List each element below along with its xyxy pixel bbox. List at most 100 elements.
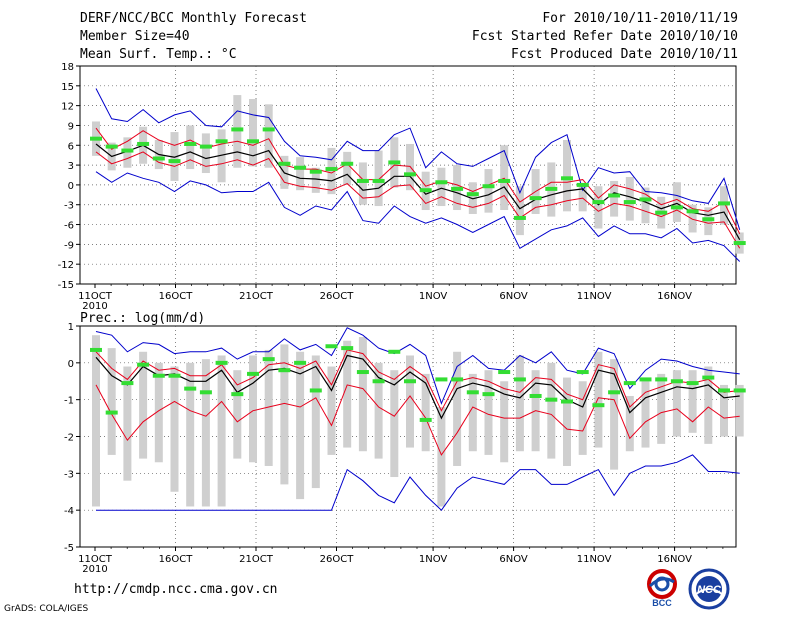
precipitation-y-tick-label: -1 <box>64 396 74 407</box>
precipitation-ensemble-max-line <box>95 327 740 405</box>
precipitation-observed-marker <box>215 360 228 365</box>
precipitation-ensemble-bar <box>704 366 713 444</box>
temperature-ensemble-min-line <box>95 171 741 262</box>
temperature-observed-marker <box>105 144 118 149</box>
temperature-ensemble-bar <box>358 162 367 205</box>
temperature-observed-marker <box>152 156 165 161</box>
precipitation-ensemble-bar <box>515 355 524 452</box>
precipitation-ensemble-bar <box>735 384 744 437</box>
precipitation-x-tick-label: 26OCT <box>320 554 355 565</box>
precipitation-observed-marker <box>419 417 432 422</box>
precipitation-ensemble-bar <box>233 370 242 459</box>
temperature-x-tick-label: 16NOV <box>657 291 692 302</box>
temperature-observed-marker <box>388 160 401 165</box>
precipitation-ensemble-bar <box>107 348 116 455</box>
svg-text:BCC: BCC <box>652 598 672 608</box>
precipitation-ensemble-bar <box>139 351 148 459</box>
temperature-y-tick-label: 18 <box>61 62 74 73</box>
temperature-ensemble-bar <box>641 187 650 224</box>
temperature-x-tick-label: 26OCT <box>320 291 355 302</box>
precipitation-ensemble-bar <box>453 351 462 466</box>
precipitation-observed-marker <box>325 344 338 349</box>
member-size: Member Size=40 <box>80 29 190 44</box>
precipitation-observed-marker <box>247 371 259 376</box>
precipitation-observed-marker <box>231 392 244 397</box>
precipitation-observed-marker <box>498 370 511 375</box>
temperature-ensemble-bar <box>578 183 587 212</box>
temperature-observed-marker <box>513 215 526 220</box>
temperature-observed-marker <box>451 186 464 191</box>
temperature-y-tick-label: -3 <box>64 201 74 212</box>
source-url[interactable]: http://cmdp.ncc.cma.gov.cn <box>74 582 278 597</box>
precipitation-ensemble-bar <box>594 351 603 448</box>
temperature-y-tick-label: -9 <box>64 240 74 251</box>
precipitation-panel: Prec.: log(mm/d) -5 -4 -3 -2 -1 0 1 11OCT 16OCT 21… <box>64 311 746 575</box>
temperature-observed-marker <box>309 169 322 174</box>
precipitation-ensemble-bar <box>374 362 383 459</box>
precipitation-observed-marker <box>388 349 401 354</box>
temperature-mean-line <box>95 143 741 240</box>
temperature-ensemble-bar <box>610 180 619 217</box>
precipitation-x-tick-label: 16OCT <box>159 554 194 565</box>
temperature-observed-marker <box>498 178 511 183</box>
precipitation-observed-marker <box>561 399 573 404</box>
precipitation-x-tick-label: 11NOV <box>577 554 612 565</box>
temperature-ensemble-bar <box>311 167 320 193</box>
temperature-y-tick-label: -12 <box>58 260 74 271</box>
precipitation-observed-marker <box>576 370 589 375</box>
precipitation-observed-marker <box>466 390 479 395</box>
precipitation-observed-marker <box>623 381 636 386</box>
temperature-observed-marker <box>137 141 150 146</box>
temperature-ensemble-bar <box>201 133 210 174</box>
ncc-logo: NCC <box>688 568 730 610</box>
precipitation-observed-marker <box>294 360 307 365</box>
precipitation-observed-marker <box>121 381 134 386</box>
precipitation-observed-marker <box>639 377 652 382</box>
temperature-observed-marker <box>670 205 683 210</box>
precipitation-y-tick-label: 1 <box>68 322 74 333</box>
precipitation-observed-marker <box>435 377 448 382</box>
temperature-observed-marker <box>608 193 621 198</box>
temperature-observed-marker <box>278 161 291 166</box>
temperature-ensemble-bar <box>484 169 493 213</box>
temperature-observed-marker <box>419 188 432 193</box>
precipitation-x-tick-label: 1NOV <box>419 554 448 565</box>
temperature-x-tick-label: 6NOV <box>499 291 528 302</box>
precipitation-ensemble-bar <box>327 366 336 455</box>
temperature-y-tick-label: 0 <box>68 181 74 192</box>
temperature-ensemble-bar <box>672 182 681 222</box>
temperature-ensemble-bar <box>594 186 603 229</box>
svg-text:NCC: NCC <box>697 584 722 596</box>
precipitation-observed-marker <box>137 362 150 367</box>
temperature-observed-marker <box>482 184 495 189</box>
precipitation-ensemble-bar <box>610 359 619 470</box>
temperature-observed-marker <box>90 136 102 141</box>
precipitation-ensemble-bar <box>437 407 446 507</box>
precipitation-ensemble-bar <box>688 370 697 433</box>
precipitation-observed-marker <box>670 379 683 384</box>
precipitation-y-tick-label: -4 <box>64 506 74 517</box>
variable-label: Mean Surf. Temp.: °C <box>80 47 237 62</box>
precipitation-observed-marker <box>278 368 291 373</box>
precipitation-ensemble-bar <box>186 362 195 507</box>
precipitation-observed-marker <box>356 370 369 375</box>
temperature-observed-marker <box>435 180 448 185</box>
precipitation-ensemble-bar <box>547 362 556 459</box>
precipitation-ensemble-bar <box>123 366 132 481</box>
temperature-observed-marker <box>231 127 244 132</box>
precipitation-ensemble-bar <box>641 381 650 448</box>
temperature-observed-marker <box>121 148 134 153</box>
precipitation-x-tick-label: 21OCT <box>239 554 274 565</box>
precipitation-observed-marker <box>90 347 102 352</box>
temperature-observed-marker <box>592 200 605 205</box>
temperature-y-tick-label: 6 <box>68 141 74 152</box>
temperature-ensemble-bar <box>374 150 383 207</box>
temperature-observed-marker <box>184 141 197 146</box>
precipitation-x-tick-label: 11OCT <box>78 554 113 565</box>
precipitation-ensemble-bar <box>500 381 509 463</box>
temperature-ensemble-bar <box>264 104 273 168</box>
precipitation-observed-marker <box>372 379 385 384</box>
temperature-observed-marker <box>655 210 668 215</box>
temperature-y-tick-label: 12 <box>61 102 74 113</box>
temperature-observed-marker <box>545 186 558 191</box>
